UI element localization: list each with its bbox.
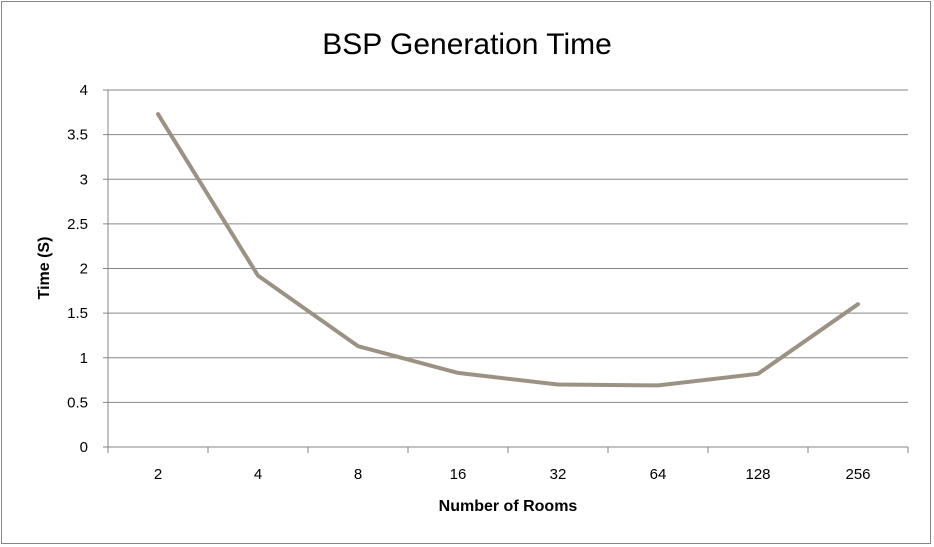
y-tick-label: 3 <box>80 171 88 188</box>
x-tick-label: 64 <box>650 466 667 483</box>
y-tick-label: 1.5 <box>67 305 88 322</box>
series-line <box>156 112 860 388</box>
y-tick-label: 1 <box>80 350 88 367</box>
y-tick-label: 0 <box>80 439 88 456</box>
x-tick-label: 128 <box>745 466 770 483</box>
y-axis-title: Time (S) <box>36 237 53 300</box>
y-tick-label: 0.5 <box>67 394 88 411</box>
x-tick-label: 32 <box>550 466 567 483</box>
x-axis-title: Number of Rooms <box>439 498 578 515</box>
series-group <box>156 112 860 388</box>
y-axis-ticks: 0 0.5 1 1.5 2 2.5 3 3.5 4 <box>67 82 108 456</box>
x-tick-label: 16 <box>450 466 467 483</box>
y-tick-label: 2 <box>80 261 88 278</box>
y-tick-label: 3.5 <box>67 127 88 144</box>
x-tick-label: 8 <box>354 466 362 483</box>
x-axis-ticks: 2 4 8 16 32 64 128 256 <box>107 447 909 483</box>
gridlines <box>108 89 908 403</box>
x-tick-label: 2 <box>154 466 162 483</box>
x-tick-label: 256 <box>845 466 870 483</box>
y-tick-label: 4 <box>80 82 88 99</box>
y-tick-label: 2.5 <box>67 216 88 233</box>
chart-title: BSP Generation Time <box>322 28 612 61</box>
x-tick-label: 4 <box>254 466 262 483</box>
